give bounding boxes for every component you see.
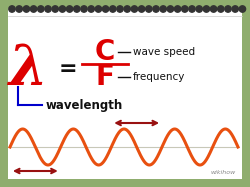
Circle shape (16, 6, 22, 12)
Circle shape (102, 6, 109, 12)
Circle shape (30, 6, 37, 12)
Circle shape (66, 6, 73, 12)
Circle shape (95, 6, 102, 12)
Circle shape (189, 6, 195, 12)
Circle shape (167, 6, 173, 12)
Circle shape (174, 6, 181, 12)
Circle shape (203, 6, 210, 12)
Circle shape (45, 6, 51, 12)
Circle shape (182, 6, 188, 12)
Text: λ: λ (8, 42, 48, 96)
Text: wikihow: wikihow (211, 170, 236, 175)
Circle shape (23, 6, 30, 12)
Circle shape (239, 6, 246, 12)
Circle shape (9, 6, 15, 12)
Circle shape (38, 6, 44, 12)
Text: C: C (95, 38, 115, 66)
Circle shape (196, 6, 202, 12)
Circle shape (232, 6, 238, 12)
Circle shape (131, 6, 138, 12)
Circle shape (74, 6, 80, 12)
Circle shape (225, 6, 231, 12)
Circle shape (218, 6, 224, 12)
Circle shape (138, 6, 145, 12)
Text: wave speed: wave speed (133, 47, 195, 57)
Text: F: F (96, 63, 114, 91)
Text: frequency: frequency (133, 72, 186, 82)
Circle shape (88, 6, 94, 12)
Text: =: = (59, 59, 77, 79)
Circle shape (153, 6, 159, 12)
Circle shape (110, 6, 116, 12)
FancyBboxPatch shape (8, 8, 242, 179)
Circle shape (124, 6, 130, 12)
Circle shape (146, 6, 152, 12)
Circle shape (52, 6, 59, 12)
Circle shape (117, 6, 123, 12)
Text: wavelength: wavelength (46, 99, 123, 111)
Circle shape (59, 6, 66, 12)
Circle shape (81, 6, 87, 12)
Circle shape (210, 6, 217, 12)
Circle shape (160, 6, 166, 12)
